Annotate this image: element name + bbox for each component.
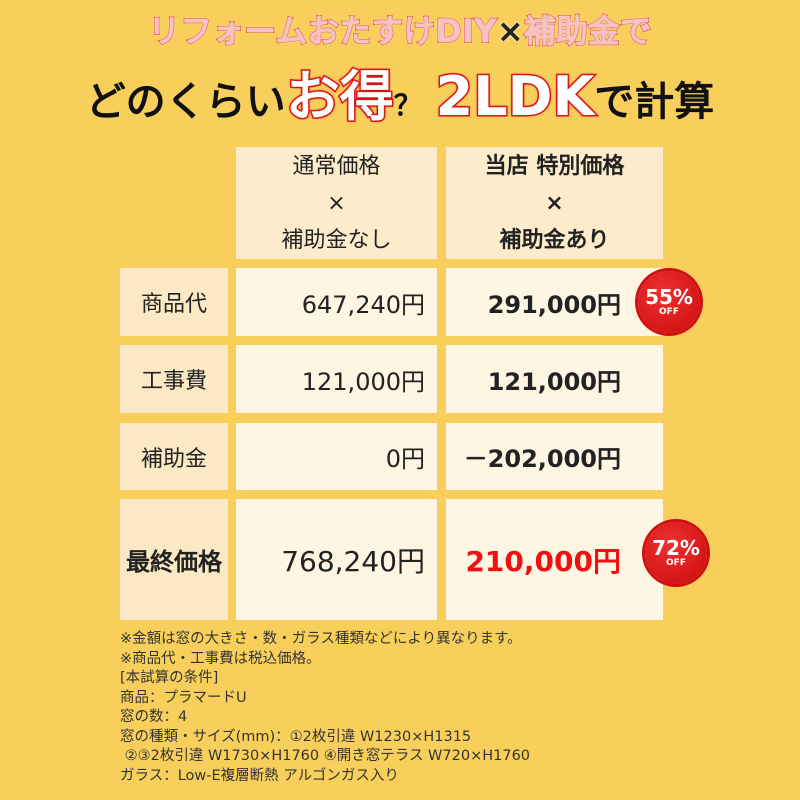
header-line: 補助金あり	[499, 227, 610, 253]
headline-otoku: お得	[284, 64, 395, 130]
note-line: ②③2枚引違 W1730×H1760 ④開き窓テラス W720×H1760	[120, 748, 531, 764]
header-normal: 通常価格 × 補助金なし	[236, 147, 437, 259]
headline-pre: どのくらい	[85, 79, 286, 125]
discount-badge: 72% OFF	[645, 522, 707, 584]
header-line: 通常価格	[292, 153, 381, 179]
badge-off: OFF	[666, 557, 686, 568]
headline-post: で計算	[594, 79, 715, 125]
headline-line2: どのくらいお得？ 2LDKで計算	[0, 52, 800, 131]
headline-times: ×	[496, 12, 524, 50]
row-label: 補助金	[120, 423, 228, 490]
header-line: 当店 特別価格	[484, 153, 625, 179]
headline-subsidy: 補助金で	[523, 11, 653, 51]
note-line: 窓の数：4	[120, 709, 188, 725]
discount-badge: 55% OFF	[638, 271, 700, 333]
note-line: ガラス：Low-E複層断熱 アルゴンガス入り	[120, 767, 399, 784]
special-price: 291,000円	[446, 268, 663, 336]
row-label: 工事費	[120, 345, 228, 413]
special-price: 121,000円	[446, 345, 663, 413]
note-line: 窓の種類・サイズ(mm)：①2枚引違 W1230×H1315	[120, 728, 472, 745]
note-line: [本試算の条件]	[120, 670, 219, 686]
headline-brand: リフォームおたすけDIY	[147, 11, 497, 51]
badge-off: OFF	[659, 306, 679, 317]
headline-question: ？	[393, 89, 422, 122]
header-line: 補助金なし	[281, 227, 392, 253]
normal-price: 121,000円	[236, 345, 437, 413]
special-final-price: 210,000円	[446, 499, 663, 620]
normal-price: 647,240円	[236, 268, 437, 336]
badge-percent: 72%	[652, 535, 700, 560]
headline-2ldk: 2LDK	[434, 64, 596, 130]
notes: ※金額は窓の大きさ・数・ガラス種類などにより異なります。 ※商品代・工事費は税込価…	[120, 630, 530, 786]
header-special: 当店 特別価格 × 補助金あり	[446, 147, 663, 259]
badge-percent: 55%	[645, 284, 693, 309]
row-label: 商品代	[120, 268, 228, 336]
headline-line1: リフォームおたすけDIY×補助金で	[0, 6, 800, 52]
note-line: ※金額は窓の大きさ・数・ガラス種類などにより異なります。	[120, 631, 522, 647]
special-price: －202,000円	[446, 423, 663, 490]
normal-final-price: 768,240円	[236, 499, 437, 620]
note-line: 商品：プラマードU	[120, 689, 247, 706]
row-label-final: 最終価格	[120, 499, 228, 620]
normal-price: 0円	[236, 423, 437, 490]
header-line: ×	[327, 190, 346, 216]
note-line: ※商品代・工事費は税込価格。	[120, 650, 321, 667]
header-line: ×	[545, 190, 564, 216]
